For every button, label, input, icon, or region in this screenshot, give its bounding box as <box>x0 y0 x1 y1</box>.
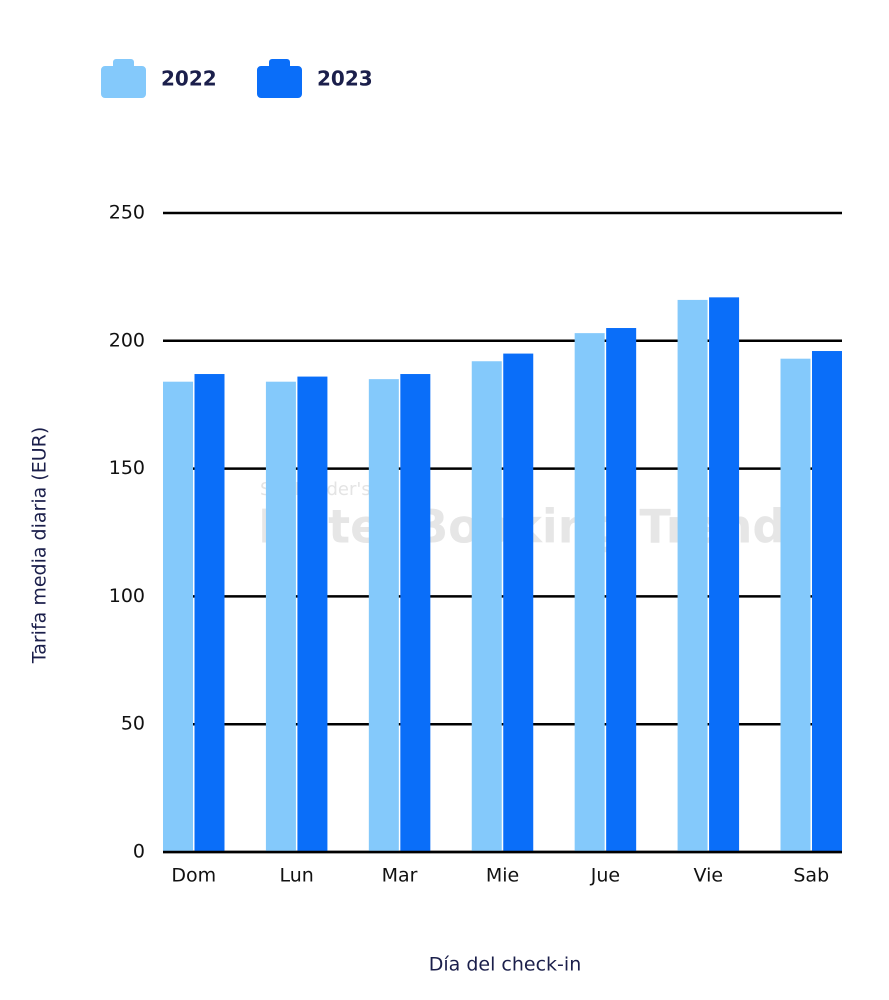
bar <box>297 376 328 852</box>
bar <box>503 353 534 852</box>
bar <box>574 333 605 853</box>
x-tick-label: Vie <box>694 865 724 887</box>
x-axis-label: Día del check-in <box>429 954 581 976</box>
bar <box>163 381 193 852</box>
bar <box>265 381 296 852</box>
y-tick-label: 150 <box>109 457 145 479</box>
y-axis-label: Tarifa media diaria (EUR) <box>29 427 51 664</box>
legend-icon <box>101 59 146 98</box>
y-tick-label: 250 <box>109 202 145 224</box>
bar <box>677 299 708 852</box>
bar <box>368 379 399 852</box>
legend-label: 2022 <box>161 67 217 91</box>
y-tick-label: 200 <box>109 329 145 351</box>
y-tick-label: 50 <box>121 713 145 735</box>
bar <box>606 328 637 852</box>
bar <box>471 361 502 852</box>
x-tick-label: Lun <box>279 865 313 887</box>
bar <box>812 351 842 852</box>
x-tick-label: Mie <box>486 865 519 887</box>
bar <box>780 358 811 852</box>
x-tick-label: Mar <box>382 865 418 887</box>
y-tick-label: 100 <box>109 585 145 607</box>
x-tick-label: Jue <box>590 865 620 887</box>
bar <box>194 374 225 852</box>
legend-icon <box>257 59 302 98</box>
bar <box>400 374 431 852</box>
bar <box>709 297 740 852</box>
legend-label: 2023 <box>317 67 373 91</box>
y-tick-label: 0 <box>133 841 145 863</box>
x-tick-label: Dom <box>171 865 216 887</box>
x-tick-label: Sab <box>793 865 829 887</box>
